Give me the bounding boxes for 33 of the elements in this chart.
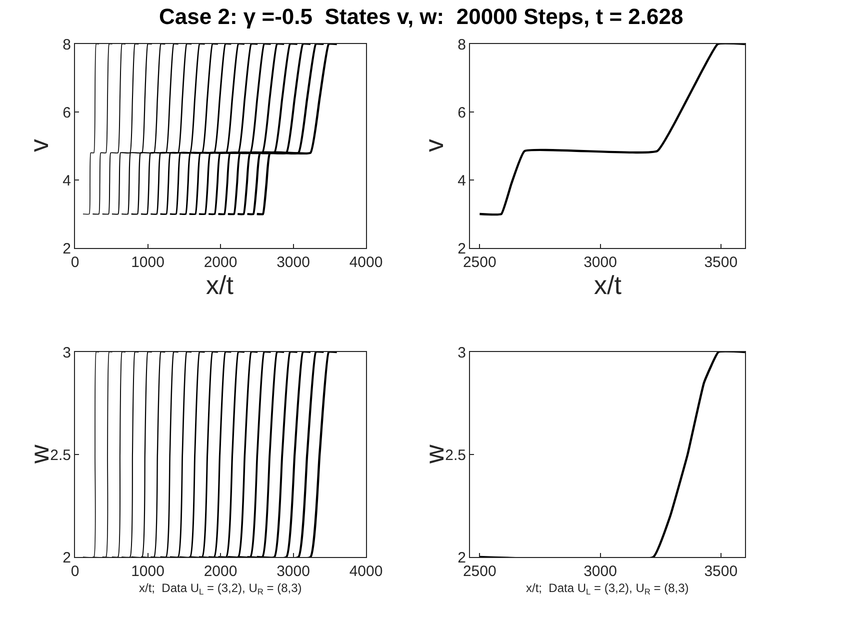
y-tick-label: 8 [62,36,71,54]
y-axis-title: v [24,139,54,152]
y-tick-label: 4 [62,172,71,190]
text: Case 2: γ =-0.5 States v, w: 20000 Steps, t = 2.628 [159,4,684,29]
y-tick-label: 2.5 [445,446,466,464]
x-tick-label: 3000 [276,254,310,271]
x-tick-label: 3000 [276,563,310,580]
x-axis-title: x/t [206,270,234,300]
y-tick-label: 2.5 [50,446,71,464]
y-tick-label: 6 [62,104,71,122]
y-tick-label: 2 [62,240,71,258]
y-tick-label: 6 [458,104,466,122]
x-tick-label: 3500 [704,563,738,580]
y-axis-title: v [419,139,449,152]
x-tick-label: 1000 [131,563,164,580]
y-tick-label: 4 [458,172,466,190]
x-tick-label: 2000 [204,254,238,271]
x-tick-label: 1000 [131,254,164,271]
y-tick-label: 8 [458,36,466,54]
x-tick-label: 3000 [584,563,617,580]
y-tick-label: 3 [458,344,466,362]
x-tick-label: 4000 [349,563,383,580]
x-tick-label: 2000 [204,563,238,580]
x-axis-title: x/t; Data U$_{L}$ = (3,2), U$_{R}$ = (8,3) [526,581,689,597]
x-tick-label: 3000 [584,254,617,271]
y-tick-label: 2 [62,549,71,566]
x-tick-label: 0 [70,563,80,580]
x-axis-title: x/t; Data U$_{L}$ = (3,2), U$_{R}$ = (8,3) [139,581,302,597]
x-tick-label: 3500 [704,254,738,271]
y-tick-label: 3 [62,344,71,362]
x-tick-label: 4000 [349,254,383,271]
x-axis-title: x/t [594,270,622,300]
x-tick-label: 0 [70,254,80,271]
